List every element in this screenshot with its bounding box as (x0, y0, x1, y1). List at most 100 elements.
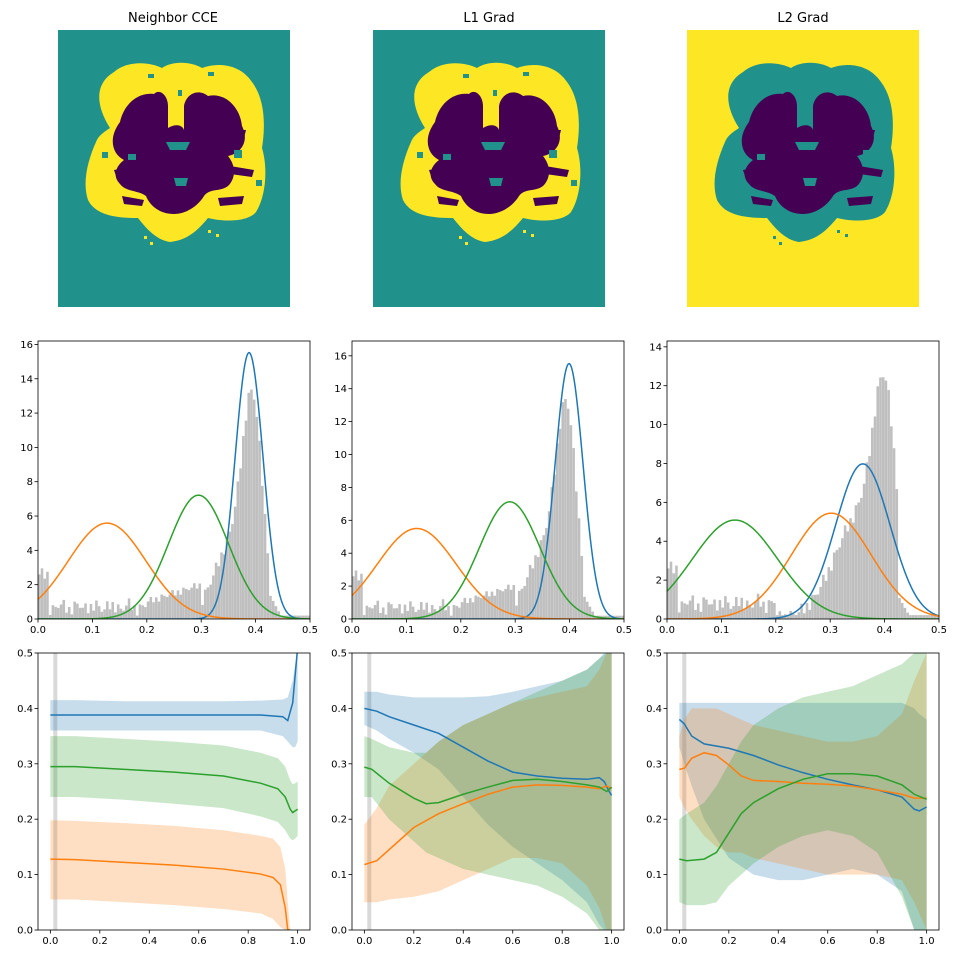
histogram-bar (176, 590, 180, 619)
histogram-bar (764, 612, 768, 619)
histogram-bar (553, 474, 556, 619)
histogram-bar (498, 590, 502, 619)
x-tick-label: 0.4 (455, 936, 471, 947)
histogram-bar (258, 440, 261, 619)
histogram-bar (97, 606, 101, 619)
histogram-bar (778, 611, 782, 619)
histogram-bar (928, 615, 931, 619)
histogram-bar (420, 602, 423, 619)
x-tick-label: 0.0 (344, 625, 360, 636)
histogram-bar (411, 606, 415, 619)
histogram-bar (507, 584, 510, 619)
gaussian-fit-orange (667, 512, 939, 619)
y-tick-label: 0 (27, 615, 33, 626)
histogram-bar (57, 607, 60, 619)
histogram-bar (743, 609, 746, 619)
brain-slice-3 (714, 62, 895, 245)
mean-line-orange (679, 751, 927, 799)
histogram-bar (832, 552, 836, 619)
y-tick-label: 0.3 (646, 759, 662, 770)
histogram-bar (307, 615, 310, 619)
histogram-bar (797, 612, 801, 619)
y-tick-label: 0.1 (331, 870, 347, 881)
histogram-bar (395, 608, 399, 619)
y-tick-label: 0.0 (331, 926, 347, 937)
histogram-bar (773, 603, 776, 619)
histogram-bar (745, 600, 749, 619)
histogram-bar (930, 615, 934, 619)
histogram-bar (247, 392, 251, 619)
histogram-bar (133, 605, 136, 619)
histogram-bar (588, 606, 592, 619)
histogram-bar (876, 386, 880, 619)
histogram-bar (409, 601, 412, 619)
histogram-bar (515, 605, 518, 619)
histogram-bar (846, 531, 850, 619)
brain-tissue-patch (885, 180, 891, 186)
confidence-band-blue (679, 702, 927, 930)
y-tick-label: 14 (20, 374, 33, 385)
histogram-bar (485, 591, 488, 619)
plot-area (352, 362, 624, 619)
brain-tissue-patch (757, 154, 765, 160)
y-tick-label: 6 (656, 498, 662, 509)
histogram-bar (209, 584, 212, 619)
histogram-bar (70, 614, 74, 619)
brain-gyrus (743, 166, 767, 176)
brain-gyrus (859, 166, 883, 177)
histogram-bar (474, 595, 477, 619)
histogram-bar (190, 587, 193, 619)
histogram-bar (231, 523, 234, 619)
histogram-bar (860, 497, 863, 619)
histogram-bar (933, 615, 937, 619)
brain-speck (531, 234, 534, 237)
histogram-bar (436, 610, 439, 619)
histogram-bar (669, 561, 673, 619)
histogram-bar (748, 605, 752, 619)
brain-gyrus (477, 156, 489, 170)
brain-speck (459, 236, 462, 239)
histogram-bar (604, 615, 608, 619)
histogram-bar (387, 602, 390, 619)
histogram-bar (843, 525, 847, 619)
histogram-bar (214, 562, 218, 619)
y-tick-label: 0 (656, 615, 662, 626)
histogram-bar (922, 615, 926, 619)
histogram-bar (452, 604, 456, 619)
mean-trend-chart-2: 0.0 0.2 0.4 0.6 0.8 1.0 0.0 0.1 0.2 0.3 0.4 0.5 (331, 649, 625, 947)
x-tick-label: 0.0 (356, 936, 372, 947)
brain-tissue-patch (803, 178, 817, 186)
histogram-chart-1: 0.0 0.1 0.2 0.3 0.4 0.5 0 2 4 6 8 10 12 14 16 (20, 340, 318, 636)
histogram-bar (545, 527, 548, 619)
histogram-bar (851, 522, 855, 619)
histogram-bar (280, 615, 283, 619)
histogram-bar (212, 575, 215, 619)
mean-line-orange (364, 784, 613, 866)
histogram-chart-3: 0.0 0.1 0.2 0.3 0.4 0.5 0 2 4 6 8 10 12 14 (649, 340, 947, 636)
histogram-bar (591, 611, 594, 619)
brain-speck (144, 236, 147, 239)
histogram-bar (835, 549, 839, 619)
axes-frame (351, 652, 625, 931)
histogram-bar (203, 589, 207, 619)
histogram-bar (108, 609, 112, 619)
histogram-bar (903, 607, 907, 619)
y-tick-label: 2 (341, 582, 347, 593)
histogram-bar (54, 606, 57, 619)
histogram-bar (439, 606, 442, 619)
histogram-bar (222, 554, 226, 619)
histogram-bar (699, 611, 703, 619)
y-tick-label: 10 (20, 443, 33, 454)
histogram-chart-2: 0.0 0.1 0.2 0.3 0.4 0.5 0 2 4 6 8 10 12 14 16 (334, 340, 632, 636)
x-tick-label: 0.3 (507, 625, 523, 636)
x-tick-label: 0.5 (302, 625, 318, 636)
histogram-bar (171, 590, 174, 619)
histogram-bar (414, 612, 418, 619)
histogram-bar (564, 399, 567, 619)
histogram-bar (84, 603, 87, 619)
histogram-bar (299, 615, 302, 619)
histogram-bar (95, 600, 98, 619)
brain-speck (523, 230, 526, 233)
brain-tissue-patch (863, 150, 871, 158)
histogram-bar (572, 448, 575, 619)
